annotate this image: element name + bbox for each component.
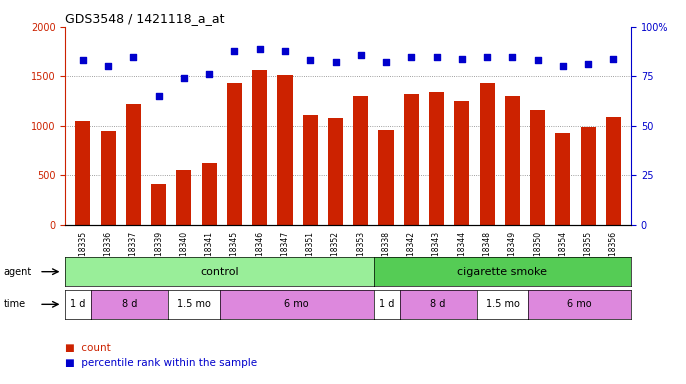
Text: 8 d: 8 d [431,299,446,310]
Point [482,53,493,60]
Point [507,53,518,60]
Text: 6 mo: 6 mo [285,299,309,310]
Text: GDS3548 / 1421118_a_at: GDS3548 / 1421118_a_at [65,12,225,25]
Bar [530,110,545,225]
Point [103,63,114,70]
Point [153,93,164,99]
Text: 1 d: 1 d [71,299,86,310]
Bar [252,70,268,225]
Text: time: time [3,299,25,310]
Bar [429,92,444,225]
Point [456,55,467,61]
Bar [151,184,166,225]
Bar [404,94,419,225]
Point [355,51,366,58]
Bar [202,163,217,225]
Bar [126,104,141,225]
Text: control: control [200,266,239,277]
Text: cigarette smoke: cigarette smoke [458,266,547,277]
Point [330,60,341,66]
Point [532,58,543,64]
Point [229,48,240,54]
Text: agent: agent [3,266,32,277]
Bar [277,75,292,225]
Bar [328,118,343,225]
Bar [454,101,469,225]
Bar [353,96,368,225]
Point [558,63,569,70]
Point [128,53,139,60]
Text: 8 d: 8 d [122,299,137,310]
Point [305,58,316,64]
Point [431,53,442,60]
Point [381,60,392,66]
Point [279,48,290,54]
Bar [379,130,394,225]
Point [406,53,417,60]
Bar [505,96,520,225]
Text: ■  count: ■ count [65,343,111,353]
Bar [606,117,621,225]
Point [608,55,619,61]
Point [582,61,593,68]
Bar [176,170,191,225]
Text: ■  percentile rank within the sample: ■ percentile rank within the sample [65,358,257,368]
Point [178,75,189,81]
Point [204,71,215,78]
Point [255,46,265,52]
Bar [101,131,116,225]
Bar [227,83,242,225]
Bar [75,121,91,225]
Text: 1.5 mo: 1.5 mo [177,299,211,310]
Bar [480,83,495,225]
Point [78,58,88,64]
Text: 6 mo: 6 mo [567,299,592,310]
Bar [303,115,318,225]
Bar [580,127,595,225]
Text: 1.5 mo: 1.5 mo [486,299,519,310]
Bar [556,133,571,225]
Text: 1 d: 1 d [379,299,394,310]
